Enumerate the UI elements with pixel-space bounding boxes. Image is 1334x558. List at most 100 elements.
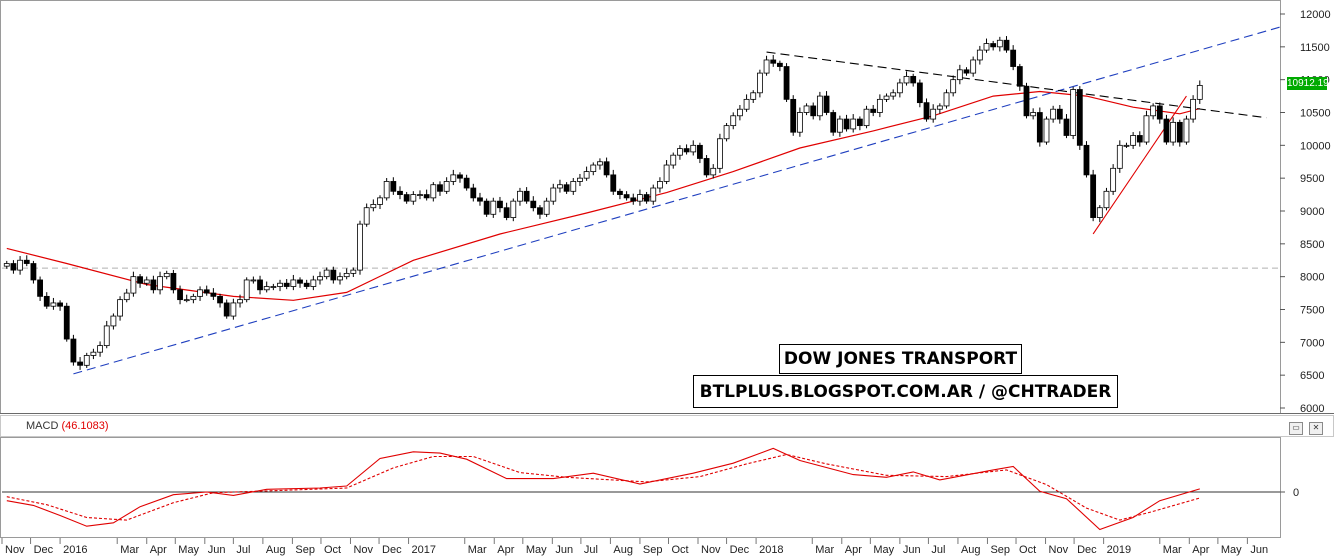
candle-body bbox=[577, 177, 583, 182]
candle-body bbox=[417, 194, 423, 196]
candle-body bbox=[796, 112, 803, 133]
trendlines bbox=[73, 26, 1280, 375]
candle-body bbox=[697, 144, 703, 159]
candle-body bbox=[1196, 85, 1203, 100]
candle-body bbox=[1143, 115, 1150, 143]
candle-body bbox=[317, 276, 323, 281]
x-tick-label: Apr bbox=[150, 544, 167, 556]
x-tick-label: May bbox=[873, 544, 894, 556]
candle-body bbox=[583, 171, 590, 179]
time-axis: Nov Dec 2016 Mar Apr May Jun Jul Aug Sep Oct Nov Dec… bbox=[1, 538, 1268, 556]
candle-body bbox=[956, 69, 963, 81]
candle-body bbox=[1016, 66, 1023, 87]
candle-body bbox=[410, 194, 417, 202]
x-tick-label: Apr bbox=[845, 544, 862, 556]
x-tick-label: Dec bbox=[730, 544, 750, 556]
candle-body bbox=[83, 355, 90, 366]
x-tick-label: Dec bbox=[1077, 544, 1097, 556]
candle-body bbox=[1130, 135, 1137, 146]
candle-body bbox=[330, 269, 337, 281]
x-tick-label: Jul bbox=[236, 544, 250, 556]
candle-body bbox=[590, 164, 597, 173]
candle-body bbox=[850, 118, 857, 130]
candle-body bbox=[510, 200, 517, 218]
candle-body bbox=[870, 108, 877, 113]
candle-body bbox=[916, 82, 923, 104]
candle-body bbox=[737, 108, 743, 117]
candle-body bbox=[803, 105, 810, 113]
x-tick-label: Sep bbox=[990, 544, 1010, 556]
x-tick-label: Dec bbox=[34, 544, 54, 556]
candle-body bbox=[277, 282, 283, 287]
candle-body bbox=[890, 92, 897, 97]
macd-value: (46.1083) bbox=[61, 420, 109, 432]
candle-body bbox=[57, 302, 63, 307]
x-tick-label: Oct bbox=[324, 544, 341, 556]
candle-body bbox=[470, 187, 477, 199]
candle-body bbox=[670, 154, 677, 166]
candle-body bbox=[310, 279, 317, 287]
candle-body bbox=[1123, 144, 1130, 147]
candle-body bbox=[770, 59, 777, 64]
candle-body bbox=[270, 286, 277, 288]
candle-body bbox=[743, 98, 750, 110]
candle-body bbox=[17, 259, 23, 271]
candle-body bbox=[690, 144, 697, 153]
candle-body bbox=[1050, 108, 1057, 120]
candle-body bbox=[1036, 112, 1043, 143]
candle-body bbox=[610, 174, 617, 192]
candle-body bbox=[377, 197, 383, 205]
candle-body bbox=[283, 282, 290, 287]
candle-body bbox=[190, 295, 197, 301]
x-tick-label: Dec bbox=[382, 544, 402, 556]
candle-body bbox=[163, 272, 170, 278]
candle-body bbox=[10, 263, 17, 271]
candle-body bbox=[30, 263, 37, 281]
close-panel-button[interactable]: ✕ bbox=[1309, 422, 1323, 435]
candle-body bbox=[263, 286, 270, 291]
x-tick-label: May bbox=[526, 544, 547, 556]
macd-header bbox=[0, 415, 1334, 437]
candle-body bbox=[503, 207, 510, 218]
macd-tick-label: 0 bbox=[1293, 487, 1299, 499]
candle-body bbox=[63, 305, 70, 340]
candle-body bbox=[390, 181, 397, 192]
candle-body bbox=[230, 302, 237, 317]
candle-body bbox=[457, 174, 463, 179]
candle-body bbox=[437, 184, 443, 192]
candle-body bbox=[703, 158, 710, 176]
candle-body bbox=[930, 108, 937, 120]
candle-body bbox=[630, 197, 637, 202]
candle-body bbox=[343, 272, 350, 278]
candle-body bbox=[1083, 144, 1090, 176]
candle-body bbox=[250, 279, 257, 282]
macd-panel bbox=[0, 437, 1281, 538]
candle-body bbox=[557, 184, 563, 189]
candle-body bbox=[197, 289, 203, 297]
x-tick-label: May bbox=[1221, 544, 1242, 556]
y-tick-label: 9500 bbox=[1300, 173, 1324, 185]
candle-body bbox=[177, 289, 183, 301]
candle-body bbox=[357, 223, 363, 271]
candle-body bbox=[836, 118, 843, 133]
candle-body bbox=[1163, 118, 1170, 143]
trendline-1 bbox=[766, 51, 1267, 119]
candle-body bbox=[50, 302, 57, 307]
candle-body bbox=[963, 69, 970, 74]
candle-body bbox=[423, 194, 430, 199]
candle-body bbox=[643, 194, 650, 202]
x-tick-label: Mar bbox=[468, 544, 487, 556]
candle-body bbox=[223, 302, 230, 317]
candle-body bbox=[443, 181, 450, 192]
candle-body bbox=[70, 338, 77, 363]
candle-body bbox=[1063, 118, 1070, 136]
candle-body bbox=[1110, 167, 1117, 192]
y-tick-label: 11500 bbox=[1300, 42, 1330, 54]
x-tick-label: Nov bbox=[1049, 544, 1069, 556]
candle-body bbox=[530, 200, 537, 209]
macd-series-macd bbox=[6, 447, 1200, 531]
x-tick-label: Jun bbox=[903, 544, 921, 556]
x-tick-label: Apr bbox=[1192, 544, 1209, 556]
candle-body bbox=[603, 161, 610, 176]
restore-panel-button[interactable]: ▭ bbox=[1289, 422, 1303, 435]
